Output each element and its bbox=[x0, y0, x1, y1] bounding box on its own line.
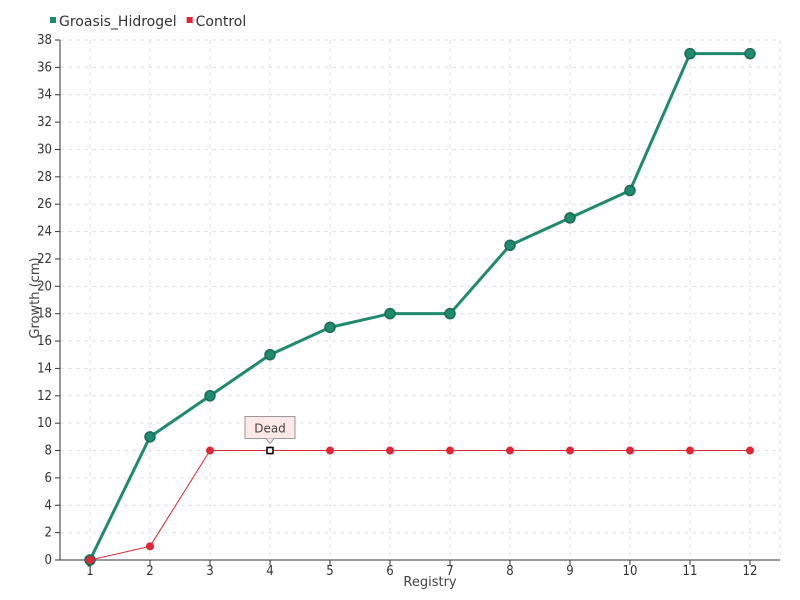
legend: Groasis_Hidrogel Control bbox=[50, 14, 246, 30]
y-tick-label: 10 bbox=[37, 416, 52, 431]
x-tick-label: 1 bbox=[86, 564, 93, 579]
y-tick-label: 12 bbox=[37, 389, 52, 404]
data-point-groasis-hidrogel[interactable] bbox=[744, 47, 756, 60]
data-point-control[interactable] bbox=[206, 446, 214, 455]
data-point-control[interactable] bbox=[746, 446, 754, 455]
data-point-control[interactable] bbox=[326, 446, 334, 455]
data-point-groasis-hidrogel[interactable] bbox=[684, 47, 696, 60]
x-axis-title: Registry bbox=[403, 575, 457, 590]
y-tick-label: 32 bbox=[37, 115, 52, 130]
data-point-groasis-hidrogel[interactable] bbox=[624, 184, 636, 197]
data-point-groasis-hidrogel[interactable] bbox=[264, 348, 276, 361]
y-tick-label: 20 bbox=[37, 279, 52, 294]
x-tick-label: 10 bbox=[623, 564, 638, 579]
series-control bbox=[86, 446, 754, 564]
data-point-control[interactable] bbox=[446, 446, 454, 455]
y-tick-label: 24 bbox=[37, 225, 52, 240]
y-tick-label: 28 bbox=[37, 170, 52, 185]
y-tick-label: 6 bbox=[45, 471, 52, 486]
legend-item-groasis-hidrogel[interactable]: Groasis_Hidrogel bbox=[50, 14, 177, 30]
y-tick-label: 8 bbox=[45, 444, 52, 459]
series-groasis-hidrogel bbox=[84, 47, 756, 566]
series-line-control bbox=[89, 450, 750, 561]
x-tick-label: 12 bbox=[743, 564, 758, 579]
y-tick-label: 0 bbox=[45, 553, 52, 568]
y-tick-label: 14 bbox=[37, 361, 52, 376]
legend-item-control[interactable]: Control bbox=[186, 14, 247, 30]
legend-label: Control bbox=[196, 14, 247, 30]
grid-lines bbox=[60, 39, 781, 560]
data-point-groasis-hidrogel[interactable] bbox=[564, 212, 576, 224]
y-tick-label: 36 bbox=[37, 60, 52, 75]
annotation-pointer bbox=[265, 438, 275, 445]
y-axis-title: Growth (cm) bbox=[28, 257, 43, 338]
data-point-control[interactable] bbox=[86, 556, 94, 564]
legend-swatch bbox=[186, 17, 193, 23]
axes bbox=[55, 39, 780, 565]
series-layer bbox=[84, 47, 756, 566]
annotations: Dead bbox=[244, 416, 296, 455]
data-point-control[interactable] bbox=[566, 446, 574, 455]
x-tick-label: 7 bbox=[446, 564, 453, 579]
y-tick-label: 4 bbox=[45, 498, 52, 513]
x-tick-label: 9 bbox=[566, 564, 573, 579]
legend-label: Groasis_Hidrogel bbox=[59, 14, 177, 30]
data-point-control[interactable] bbox=[686, 446, 694, 455]
data-point-groasis-hidrogel[interactable] bbox=[204, 390, 216, 402]
data-point-control[interactable] bbox=[626, 446, 634, 455]
data-point-groasis-hidrogel[interactable] bbox=[324, 321, 336, 334]
x-tick-label: 5 bbox=[326, 564, 333, 579]
highlighted-point-marker bbox=[266, 446, 274, 455]
y-tick-label: 30 bbox=[37, 142, 52, 157]
y-tick-label: 34 bbox=[37, 88, 52, 103]
x-tick-label: 4 bbox=[266, 564, 273, 579]
data-point-groasis-hidrogel[interactable] bbox=[144, 431, 156, 443]
x-tick-label: 11 bbox=[683, 564, 698, 579]
y-tick-label: 18 bbox=[37, 307, 52, 322]
data-point-control[interactable] bbox=[146, 542, 154, 551]
y-tick-label: 38 bbox=[37, 33, 52, 48]
y-tick-label: 22 bbox=[37, 252, 52, 267]
y-tick-label: 16 bbox=[37, 334, 52, 349]
x-tick-label: 6 bbox=[386, 564, 393, 579]
x-tick-label: 8 bbox=[506, 564, 513, 579]
y-tick-label: 2 bbox=[45, 526, 52, 541]
x-tick-labels: 1 2 3 4 5 6 7 8 9 10 11 12 bbox=[86, 564, 757, 579]
y-tick-label: 26 bbox=[37, 197, 52, 212]
x-tick-label: 2 bbox=[146, 564, 153, 579]
legend-swatch bbox=[50, 17, 56, 23]
data-point-groasis-hidrogel[interactable] bbox=[384, 307, 396, 320]
series-line-groasis-hidrogel bbox=[88, 52, 750, 561]
x-tick-label: 3 bbox=[206, 564, 213, 579]
data-point-control[interactable] bbox=[506, 446, 514, 455]
annotation-callout: Dead bbox=[244, 416, 296, 455]
data-point-groasis-hidrogel[interactable] bbox=[504, 239, 516, 252]
data-point-groasis-hidrogel[interactable] bbox=[444, 307, 456, 320]
annotation-text: Dead bbox=[254, 422, 286, 436]
data-point-control[interactable] bbox=[386, 446, 394, 455]
